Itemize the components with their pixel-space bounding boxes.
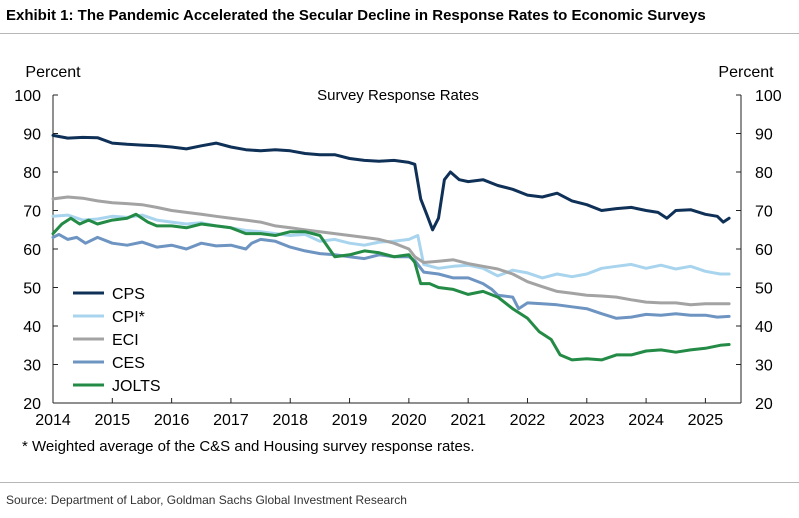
left-y-tick-label: 60 bbox=[23, 242, 41, 259]
left-y-tick-label: 40 bbox=[23, 319, 41, 336]
left-y-tick-label: 90 bbox=[23, 127, 41, 144]
left-y-tick-label: 50 bbox=[23, 281, 41, 298]
footnote: * Weighted average of the C&S and Housin… bbox=[22, 438, 475, 455]
series-lines bbox=[51, 133, 731, 362]
right-y-tick-label: 60 bbox=[755, 242, 773, 259]
chart-title: Survey Response Rates bbox=[317, 87, 479, 104]
series-line-cpi bbox=[51, 213, 731, 280]
left-y-tick-label: 100 bbox=[14, 88, 41, 105]
legend-label: CPS bbox=[112, 286, 145, 303]
right-y-tick-label: 20 bbox=[755, 396, 773, 413]
x-tick-label: 2023 bbox=[569, 412, 605, 429]
series-line-jolts bbox=[51, 212, 731, 362]
x-tick-label: 2024 bbox=[628, 412, 664, 429]
right-y-axis-label: Percent bbox=[718, 64, 774, 81]
bottom-divider bbox=[0, 482, 799, 483]
top-divider bbox=[0, 33, 799, 34]
x-tick-label: 2016 bbox=[154, 412, 190, 429]
right-y-tick-label: 50 bbox=[755, 281, 773, 298]
x-tick-label: 2018 bbox=[272, 412, 308, 429]
series-line-cps bbox=[51, 133, 731, 232]
x-tick-label: 2015 bbox=[95, 412, 131, 429]
x-tick-label: 2017 bbox=[213, 412, 249, 429]
right-y-tick-label: 90 bbox=[755, 127, 773, 144]
chart-axes bbox=[52, 95, 742, 404]
x-tick-label: 2019 bbox=[332, 412, 368, 429]
right-y-tick-label: 30 bbox=[755, 358, 773, 375]
x-tick-label: 2025 bbox=[688, 412, 724, 429]
left-y-tick-label: 80 bbox=[23, 165, 41, 182]
left-y-tick-label: 70 bbox=[23, 204, 41, 221]
right-y-tick-label: 80 bbox=[755, 165, 773, 182]
right-y-tick-label: 100 bbox=[755, 88, 782, 105]
legend-label: JOLTS bbox=[112, 378, 161, 395]
source-note: Source: Department of Labor, Goldman Sac… bbox=[6, 493, 407, 507]
legend-label: ECI bbox=[112, 332, 139, 349]
right-y-tick-label: 40 bbox=[755, 319, 773, 336]
x-tick-label: 2014 bbox=[35, 412, 71, 429]
right-y-tick-label: 70 bbox=[755, 204, 773, 221]
x-tick-label: 2022 bbox=[510, 412, 546, 429]
left-y-tick-label: 20 bbox=[23, 396, 41, 413]
legend-label: CES bbox=[112, 355, 145, 372]
exhibit-title: Exhibit 1: The Pandemic Accelerated the … bbox=[6, 7, 706, 24]
legend-label: CPI* bbox=[112, 309, 145, 326]
series-line-eci bbox=[51, 195, 731, 307]
legend: CPS CPI* ECI CES JOLTS bbox=[73, 286, 161, 395]
series-line-ces bbox=[51, 232, 731, 320]
x-tick-label: 2021 bbox=[450, 412, 486, 429]
left-y-tick-label: 30 bbox=[23, 358, 41, 375]
left-y-axis-label: Percent bbox=[25, 64, 81, 81]
x-tick-label: 2020 bbox=[391, 412, 427, 429]
